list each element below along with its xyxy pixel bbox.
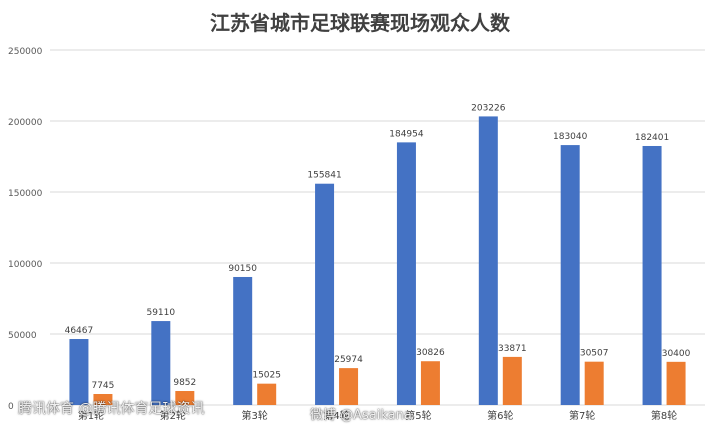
x-axis: 第1轮 第2轮 第3轮 第4轮 第5轮 第6轮 第7轮 第8轮 [78,409,678,422]
bar-series-1 [396,142,416,405]
watermark-right: 微博 @Asaikana [310,408,412,423]
y-tick-label: 100000 [8,260,43,270]
x-tick-label: 第6轮 [487,409,513,422]
data-label: 30507 [580,349,609,359]
data-label: 9852 [173,378,196,388]
x-tick-label: 第1轮 [78,409,104,422]
bar-series-2 [666,361,686,405]
y-tick-label: 250000 [8,47,43,57]
bar-series-1 [151,321,171,405]
data-labels: 46467 7745 59110 9852 90150 15025 155841 25974 1… [65,103,691,391]
data-label: 203226 [471,103,506,113]
data-label: 155841 [307,171,341,181]
x-tick-label: 第3轮 [242,409,268,422]
data-label: 182401 [635,133,669,143]
data-label: 46467 [65,326,94,336]
bar-series-2 [257,383,277,405]
bar-series-2 [584,361,604,405]
bar-series-2 [175,391,195,405]
bar-series-1 [69,339,89,405]
watermark-left: 腾讯体育 @腾讯体育足球资讯 [18,401,205,417]
bars [69,116,686,406]
y-tick-label: 50000 [8,331,37,341]
bar-series-2 [339,368,359,405]
data-label: 30400 [662,349,691,359]
y-tick-label: 0 [8,402,14,412]
bar-series-1 [315,183,335,405]
bar-series-1 [233,276,253,405]
data-label: 15025 [252,371,281,381]
x-tick-label: 第8轮 [651,409,677,422]
x-tick-label: 第2轮 [160,409,186,422]
bar-series-2 [420,361,440,405]
data-label: 25974 [334,355,363,365]
data-label: 30826 [416,348,445,358]
x-tick-label: 第4轮 [323,409,349,422]
y-tick-label: 150000 [8,189,43,199]
data-label: 183040 [553,132,588,142]
data-label: 7745 [91,381,114,391]
y-axis: 0 50000 100000 150000 200000 250000 [8,47,43,412]
bar-series-2 [502,356,522,405]
data-label: 59110 [146,308,175,318]
y-tick-label: 200000 [8,118,43,128]
bar-series-1 [478,116,498,406]
data-label: 90150 [228,264,257,274]
x-tick-label: 第7轮 [569,409,595,422]
bar-series-1 [560,145,580,406]
bar-series-1 [642,145,662,405]
x-tick-label: 第5轮 [405,409,431,422]
bar-series-2 [93,394,113,405]
data-label: 184954 [389,129,424,139]
data-label: 33871 [498,344,527,354]
chart-title: 江苏省城市足球联赛现场观众人数 [210,11,511,35]
